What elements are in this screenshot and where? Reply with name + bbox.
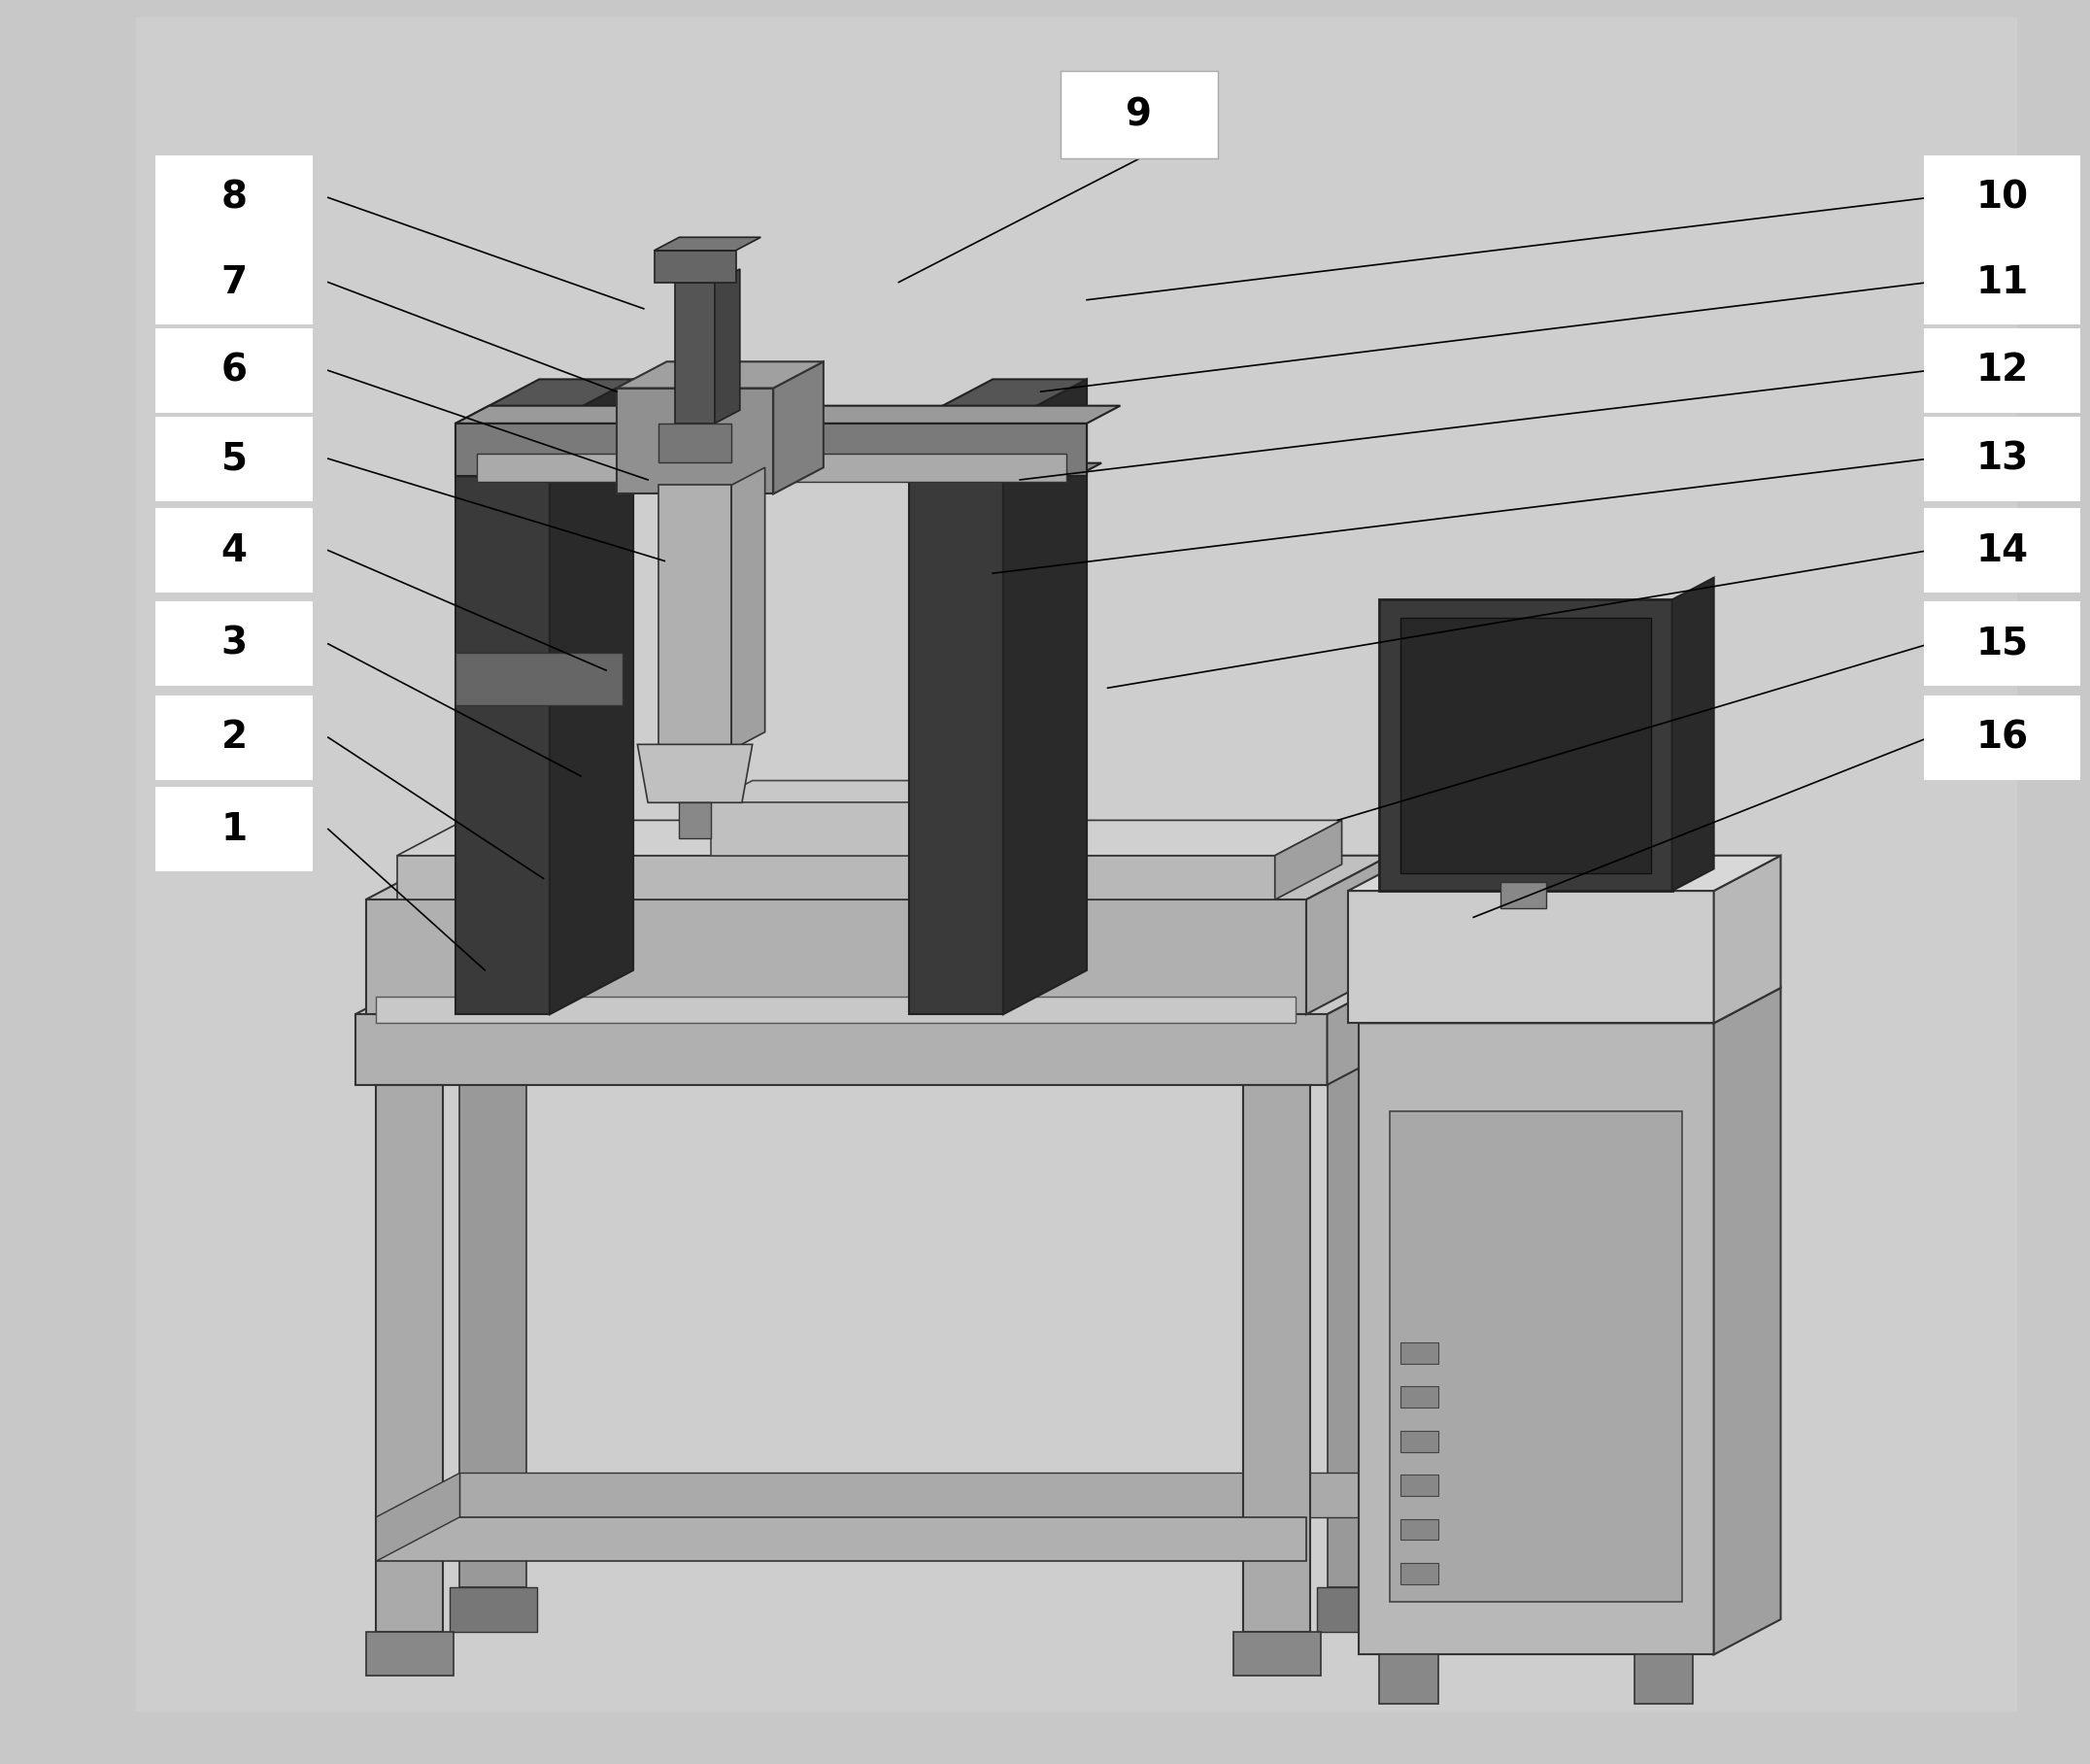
Polygon shape xyxy=(1327,970,1411,1085)
Bar xyxy=(1400,1519,1438,1540)
Polygon shape xyxy=(1003,379,1087,1014)
Bar xyxy=(924,829,1039,882)
Polygon shape xyxy=(1327,970,1394,1588)
Text: 15: 15 xyxy=(1975,626,2029,662)
Text: 16: 16 xyxy=(1975,720,2029,755)
Text: 12: 12 xyxy=(1975,353,2029,388)
Text: 2: 2 xyxy=(222,720,247,755)
Bar xyxy=(654,250,736,282)
Bar xyxy=(1923,508,2080,593)
Polygon shape xyxy=(460,1473,1394,1517)
Polygon shape xyxy=(397,820,1342,856)
Bar xyxy=(1400,1431,1438,1452)
Bar xyxy=(1400,1563,1438,1584)
Polygon shape xyxy=(654,238,761,250)
Bar xyxy=(1390,1111,1682,1602)
Polygon shape xyxy=(1358,988,1781,1023)
Bar xyxy=(1062,71,1216,159)
Bar xyxy=(1634,1655,1693,1704)
Text: 5: 5 xyxy=(222,441,247,476)
Polygon shape xyxy=(715,268,740,423)
Bar xyxy=(1400,1475,1438,1496)
Polygon shape xyxy=(1306,856,1390,1014)
Text: 9: 9 xyxy=(1127,97,1152,132)
Polygon shape xyxy=(449,1588,537,1632)
Polygon shape xyxy=(773,362,823,494)
Bar xyxy=(1400,1342,1438,1364)
Bar xyxy=(675,282,715,423)
Polygon shape xyxy=(355,970,1411,1014)
Polygon shape xyxy=(456,406,1120,423)
Bar xyxy=(376,1085,443,1632)
Bar xyxy=(1923,695,2080,780)
Polygon shape xyxy=(456,379,633,423)
Text: 10: 10 xyxy=(1975,180,2029,215)
Bar xyxy=(155,328,313,413)
Bar xyxy=(1379,1655,1438,1704)
Bar xyxy=(376,997,1296,1023)
Bar xyxy=(155,695,313,780)
Polygon shape xyxy=(1672,577,1714,891)
Bar xyxy=(1358,1023,1714,1655)
Bar xyxy=(1923,240,2080,325)
Polygon shape xyxy=(1348,856,1781,891)
Bar xyxy=(1400,617,1651,873)
Text: 3: 3 xyxy=(222,626,247,662)
Bar xyxy=(477,453,1066,482)
Polygon shape xyxy=(1317,1588,1404,1632)
Bar xyxy=(366,1632,454,1676)
Bar xyxy=(1400,1387,1438,1408)
Polygon shape xyxy=(456,653,623,706)
Bar xyxy=(155,155,313,240)
Bar xyxy=(397,856,1275,900)
Bar xyxy=(155,240,313,325)
Text: 14: 14 xyxy=(1975,533,2029,568)
Bar xyxy=(617,388,773,494)
Text: 8: 8 xyxy=(222,180,247,215)
Polygon shape xyxy=(711,780,1087,803)
Polygon shape xyxy=(909,379,1087,423)
Bar xyxy=(658,485,731,750)
Polygon shape xyxy=(617,362,823,388)
Bar xyxy=(155,602,313,686)
Bar xyxy=(1244,1085,1310,1632)
Polygon shape xyxy=(658,423,731,462)
Bar xyxy=(1348,891,1714,1023)
Bar xyxy=(155,508,313,593)
Bar xyxy=(679,803,711,838)
Bar xyxy=(355,1014,1327,1085)
Polygon shape xyxy=(456,462,1101,476)
Bar xyxy=(1923,155,2080,240)
Polygon shape xyxy=(376,1473,460,1561)
Bar xyxy=(155,787,313,871)
Bar xyxy=(1501,882,1547,908)
Bar xyxy=(711,803,1045,856)
Bar xyxy=(376,1517,1306,1561)
Bar xyxy=(1923,602,2080,686)
Bar xyxy=(1379,600,1672,891)
Text: 4: 4 xyxy=(222,533,247,568)
Bar xyxy=(1923,416,2080,501)
Polygon shape xyxy=(637,744,752,803)
Polygon shape xyxy=(460,970,527,1588)
Polygon shape xyxy=(731,467,765,750)
Text: 7: 7 xyxy=(222,265,247,300)
Text: 6: 6 xyxy=(222,353,247,388)
Polygon shape xyxy=(366,856,1390,900)
Bar xyxy=(366,900,1306,1014)
Text: 1: 1 xyxy=(222,811,247,847)
Bar xyxy=(155,416,313,501)
Polygon shape xyxy=(550,379,633,1014)
Ellipse shape xyxy=(924,841,1039,868)
Bar xyxy=(1233,1632,1321,1676)
Bar xyxy=(909,423,1003,1014)
Bar xyxy=(456,423,1087,476)
Bar xyxy=(1923,328,2080,413)
Text: 13: 13 xyxy=(1975,441,2029,476)
Polygon shape xyxy=(1714,988,1781,1655)
Bar xyxy=(456,423,550,1014)
Polygon shape xyxy=(1275,820,1342,900)
Text: 11: 11 xyxy=(1975,265,2029,300)
Polygon shape xyxy=(1714,856,1781,1023)
